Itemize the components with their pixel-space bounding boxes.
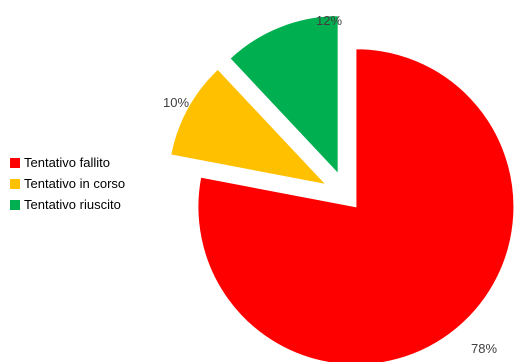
slice-label-riuscito: 12%	[316, 13, 342, 28]
slice-label-fallito: 78%	[471, 341, 497, 356]
legend-label-fallito: Tentativo fallito	[24, 155, 110, 170]
legend-swatch-riuscito	[10, 199, 20, 210]
legend-swatch-in-corso	[10, 178, 20, 189]
slice-label-in-corso: 10%	[163, 95, 189, 110]
legend-label-in-corso: Tentativo in corso	[24, 176, 126, 191]
legend: Tentativo fallito Tentativo in corso Ten…	[10, 152, 125, 215]
legend-label-riuscito: Tentativo riuscito	[24, 197, 121, 212]
slice-fallito	[197, 48, 515, 362]
legend-swatch-fallito	[10, 157, 20, 168]
slice-riuscito	[229, 15, 339, 175]
legend-item-riuscito: Tentativo riuscito	[10, 194, 125, 215]
legend-item-fallito: Tentativo fallito	[10, 152, 125, 173]
slice-in-corso	[170, 68, 328, 186]
legend-item-in-corso: Tentativo in corso	[10, 173, 125, 194]
